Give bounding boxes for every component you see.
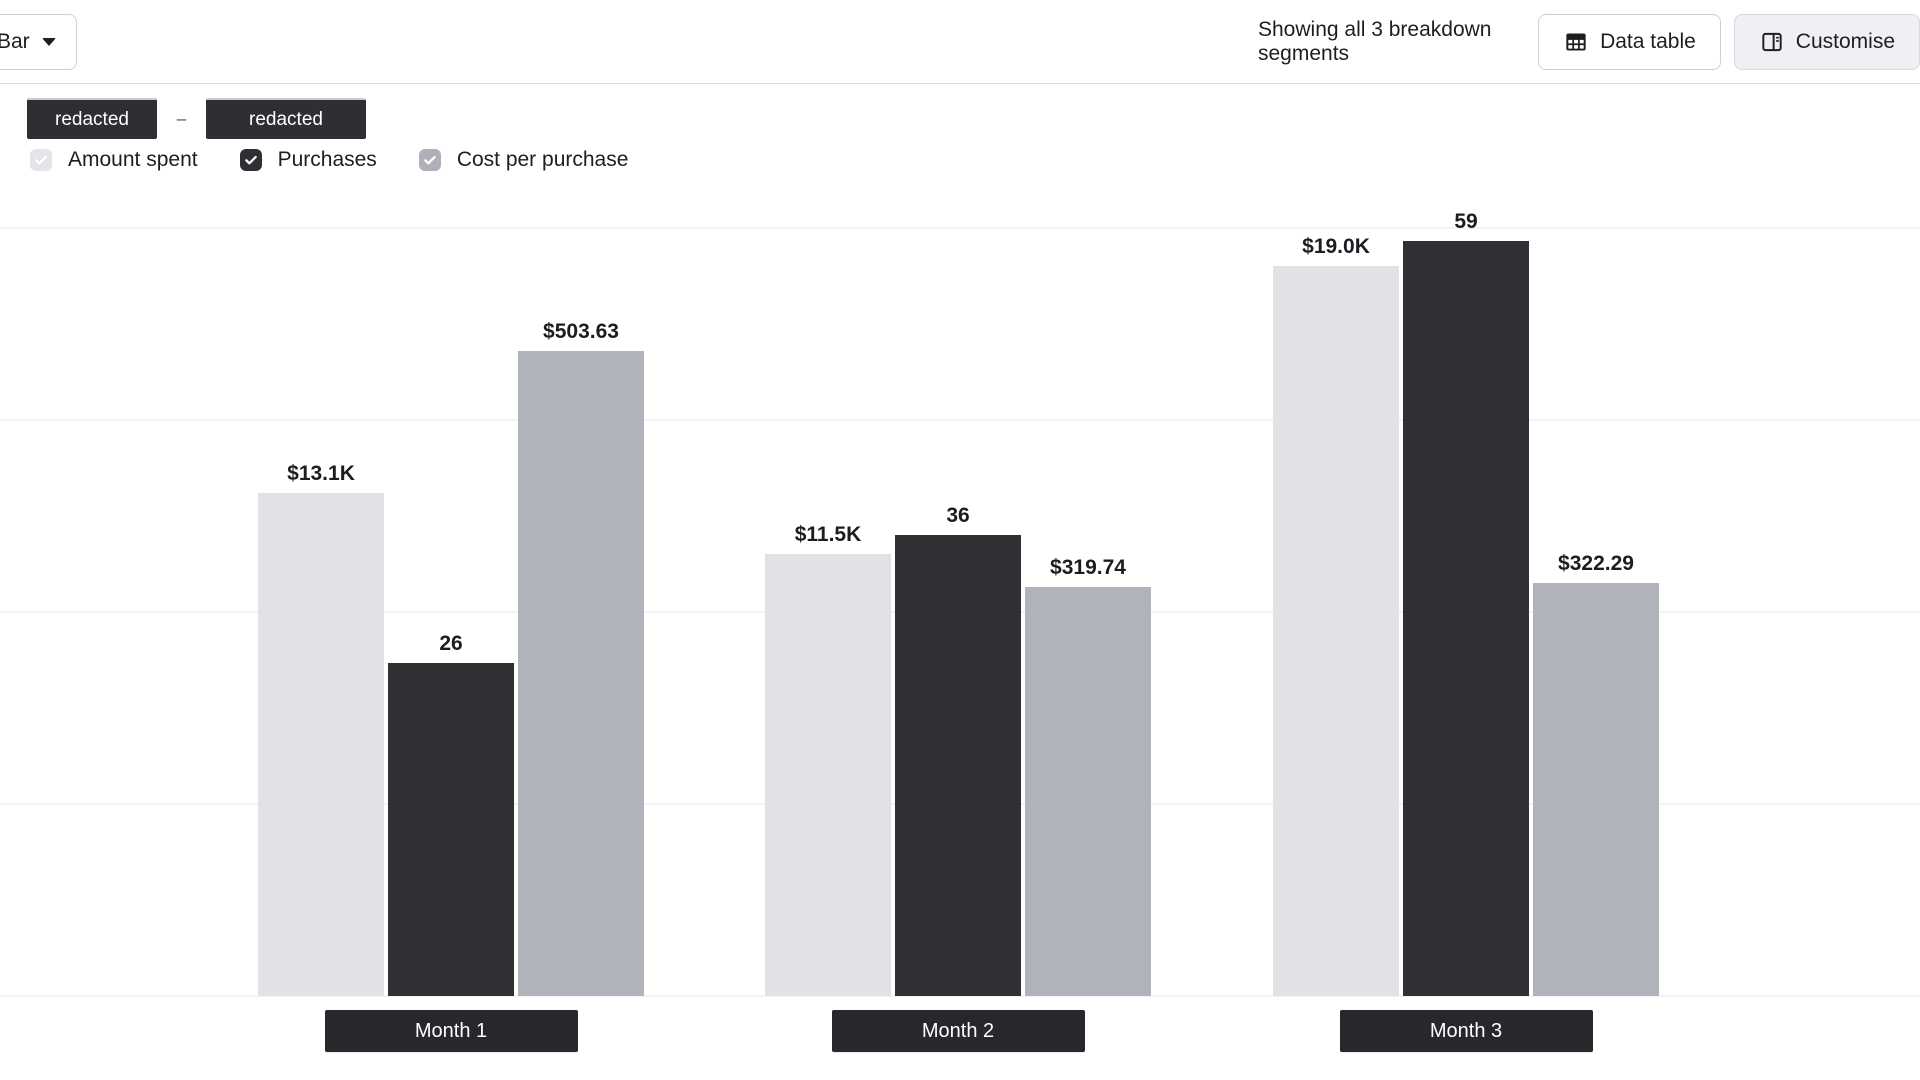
bar-purchases-month-3[interactable] [1403, 240, 1529, 996]
breakdown-chip-1[interactable]: redacted [27, 98, 157, 139]
bar-cost-per-purchase-month-3[interactable] [1533, 583, 1659, 996]
metric-label: Amount spent [68, 148, 198, 171]
bar-value-label: 26 [439, 632, 463, 656]
toolbar-right-group: Showing all 3 breakdown segments Data ta… [1258, 0, 1920, 84]
bar-value-label: $503.63 [543, 320, 619, 344]
breakdown-chip-2[interactable]: redacted [206, 98, 366, 139]
customise-button[interactable]: Customise [1733, 14, 1920, 70]
bar-amount-spent-month-2[interactable] [765, 554, 891, 996]
bar-purchases-month-2[interactable] [895, 535, 1021, 996]
gridline [0, 419, 1920, 421]
chevron-down-icon [41, 38, 56, 46]
checkbox-checked-icon[interactable] [30, 149, 52, 171]
gridline [0, 995, 1920, 997]
bar-value-label: $13.1K [287, 461, 355, 485]
chart-type-label: Bar [0, 30, 30, 53]
metric-toggle-amount-spent[interactable]: Amount spent [30, 148, 198, 172]
bar-cost-per-purchase-month-1[interactable] [518, 351, 644, 996]
breakdown-status-text: Showing all 3 breakdown segments [1258, 18, 1492, 65]
bar-value-label: $11.5K [794, 523, 862, 547]
bar-value-label: 36 [946, 504, 970, 528]
bar-value-label: 59 [1454, 209, 1478, 233]
data-table-button[interactable]: Data table [1538, 14, 1721, 70]
chart-toolbar: Bar Showing all 3 breakdown segments Dat… [0, 0, 1920, 84]
bar-cost-per-purchase-month-2[interactable] [1025, 586, 1151, 996]
bar-amount-spent-month-3[interactable] [1273, 266, 1399, 996]
bar-value-label: $19.0K [1302, 235, 1370, 259]
checkbox-checked-icon[interactable] [418, 149, 441, 171]
chart-type-dropdown[interactable]: Bar [0, 14, 77, 70]
metric-toggle-purchases[interactable]: Purchases [239, 148, 377, 172]
legend-separator: – [176, 108, 187, 128]
bar-purchases-month-1[interactable] [388, 663, 514, 996]
bar-value-label: $319.74 [1050, 555, 1126, 579]
category-label-month-3: Month 3 [1339, 1010, 1593, 1052]
data-table-icon [1563, 29, 1589, 55]
bar-amount-spent-month-1[interactable] [258, 492, 384, 996]
metric-toggle-cost-per-purchase[interactable]: Cost per purchase [418, 148, 629, 172]
data-table-label: Data table [1600, 30, 1696, 53]
bar-value-label: $322.29 [1558, 552, 1634, 576]
breakdown-legend: redacted – redacted [27, 98, 366, 139]
category-label-month-2: Month 2 [831, 1010, 1085, 1052]
metric-toggles: Amount spent Purchases Cost per purchase [30, 148, 670, 172]
gridline [0, 227, 1920, 229]
category-label-month-1: Month 1 [324, 1010, 578, 1052]
checkbox-checked-icon[interactable] [239, 149, 262, 171]
metric-label: Purchases [277, 148, 377, 171]
metric-label: Cost per purchase [456, 148, 629, 171]
side-panel-icon [1759, 29, 1785, 55]
customise-label: Customise [1795, 30, 1895, 53]
